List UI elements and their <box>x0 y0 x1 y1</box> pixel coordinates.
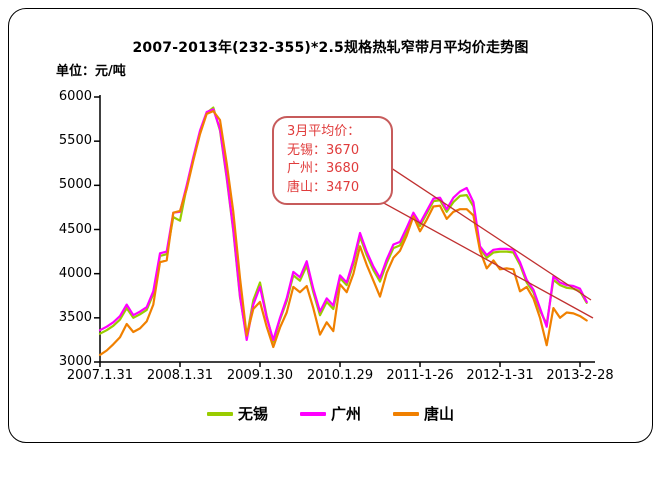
unit-label: 单位：元/吨 <box>56 64 126 79</box>
x-axis-tick-label: 2007.1.31 <box>66 368 134 383</box>
callout-line-title: 3月平均价： <box>287 124 361 139</box>
y-axis-tick-label: 3000 <box>58 354 92 369</box>
legend-item-wuxi: 无锡 <box>206 403 268 424</box>
y-axis-tick-label: 4500 <box>58 221 92 237</box>
axes <box>94 95 595 367</box>
x-axis-tick-label: 2011-1-26 <box>386 368 454 383</box>
legend-label-wuxi: 无锡 <box>237 405 268 423</box>
legend-item-guangzhou: 广州 <box>299 403 361 424</box>
legend-swatch-tangshan <box>393 411 419 416</box>
legend-swatch-wuxi <box>206 411 233 416</box>
x-axis-tick-label: 2013-2-28 <box>546 368 614 383</box>
y-axis-tick-label: 6000 <box>58 89 92 104</box>
legend-label-tangshan: 唐山 <box>424 405 455 423</box>
callout-line-guangzhou: 广州：3680 <box>287 161 360 176</box>
x-axis-tick-label: 2012-1-31 <box>466 368 534 383</box>
legend-swatch-guangzhou <box>299 411 326 416</box>
legend: 无锡 广州 唐山 <box>0 403 661 424</box>
legend-item-tangshan: 唐山 <box>393 403 454 424</box>
callout-line-wuxi: 无锡：3670 <box>287 142 360 158</box>
chart-title: 2007-2013年(232-355)*2.5规格热轧窄带月平均价走势图 <box>132 40 529 56</box>
y-axis-tick-label: 5000 <box>58 177 92 193</box>
x-axis-tick-label: 2008.1.31 <box>146 368 214 383</box>
y-axis-tick-label: 4000 <box>58 265 92 281</box>
callout-pointer-lines <box>370 159 594 319</box>
y-axis-tick-label: 3500 <box>58 309 92 325</box>
callout-annotation: 3月平均价： 无锡：3670 广州：3680 唐山：3470 <box>272 116 393 205</box>
callout-line-tangshan: 唐山：3470 <box>287 179 360 195</box>
y-axis-tick-label: 5500 <box>58 133 92 149</box>
series-lines <box>98 106 588 356</box>
x-axis-tick-label: 2010.1.29 <box>306 368 374 383</box>
legend-label-guangzhou: 广州 <box>330 405 361 423</box>
x-axis-tick-label: 2009.1.30 <box>226 368 294 383</box>
